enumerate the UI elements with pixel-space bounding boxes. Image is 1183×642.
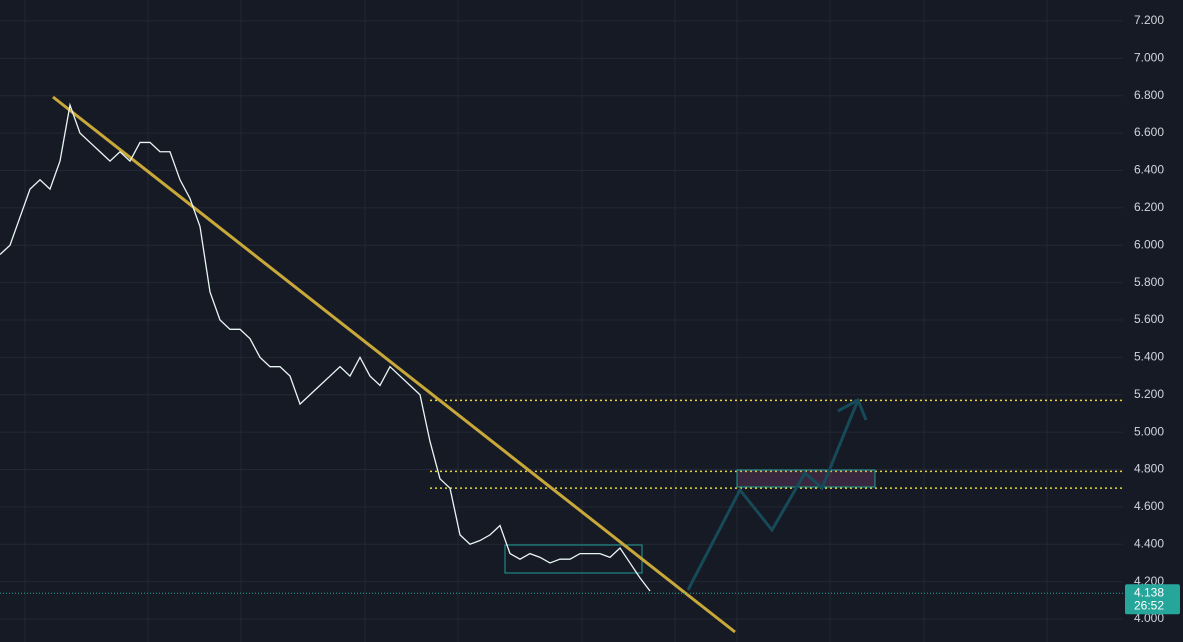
last-price-label: 4.138	[1134, 585, 1164, 599]
y-tick-label: 6.200	[1134, 200, 1164, 214]
y-tick-label: 5.600	[1134, 312, 1164, 326]
y-tick-label: 4.400	[1134, 536, 1164, 550]
y-tick-label: 6.000	[1134, 237, 1164, 251]
price-line	[0, 102, 651, 592]
arrow-head	[837, 397, 868, 421]
countdown-label: 26:52	[1134, 598, 1164, 612]
y-tick-label: 4.800	[1134, 462, 1164, 476]
y-tick-label: 5.200	[1134, 387, 1164, 401]
target-box	[736, 469, 876, 488]
y-tick-label: 7.200	[1134, 13, 1164, 27]
y-tick-label: 5.000	[1134, 424, 1164, 438]
y-tick-label: 6.600	[1134, 125, 1164, 139]
y-tick-label: 6.400	[1134, 163, 1164, 177]
y-tick-label: 4.000	[1134, 611, 1164, 625]
trend-line	[52, 95, 736, 634]
last-price-badge	[1125, 584, 1180, 615]
y-tick-label: 5.400	[1134, 350, 1164, 364]
y-tick-label: 5.800	[1134, 275, 1164, 289]
y-tick-label: 4.600	[1134, 499, 1164, 513]
price-axis	[1123, 0, 1183, 642]
y-tick-label: 6.800	[1134, 88, 1164, 102]
projection-arrow	[686, 399, 860, 591]
y-tick-label: 7.000	[1134, 50, 1164, 64]
drawings	[52, 95, 876, 634]
